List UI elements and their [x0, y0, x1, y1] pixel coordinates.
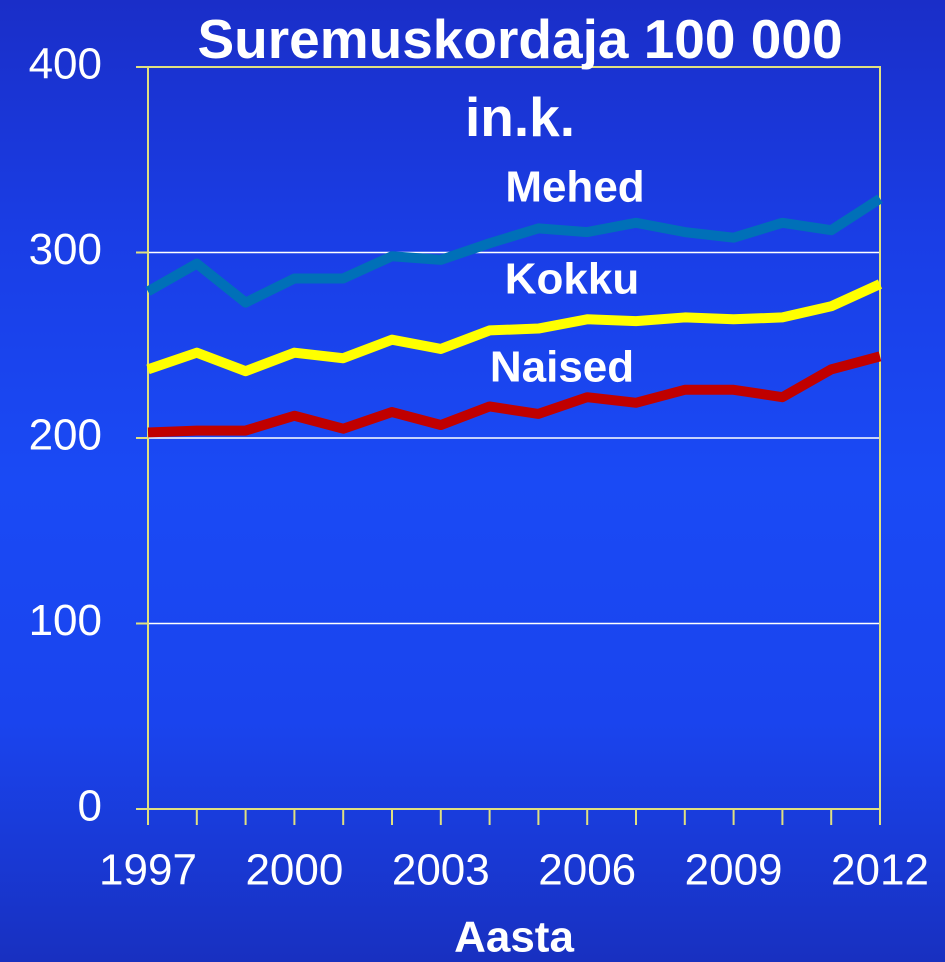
y-tick-label: 300 [29, 225, 102, 274]
chart-title: Suremuskordaja 100 000 in.k. [197, 8, 843, 148]
series-line [147, 351, 882, 438]
x-axis-label: Aasta [454, 913, 574, 962]
y-tick-label: 400 [29, 40, 102, 89]
series-line [145, 194, 883, 308]
y-tick-label: 0 [78, 782, 102, 831]
x-tick-label: 2006 [538, 846, 636, 895]
series-label: Mehed [505, 163, 644, 212]
series-label: Kokku [505, 255, 639, 304]
x-tick-label: 2009 [685, 846, 783, 895]
x-tick-label: 2003 [392, 846, 490, 895]
plot-frame [147, 66, 881, 810]
series-label: Naised [490, 343, 634, 392]
y-tick-label: 100 [29, 596, 102, 645]
y-tick-label: 200 [29, 411, 102, 460]
series-line [146, 279, 883, 377]
x-tick-label: 1997 [99, 846, 197, 895]
x-tick-label: 2012 [831, 846, 929, 895]
x-tick-label: 2000 [245, 846, 343, 895]
